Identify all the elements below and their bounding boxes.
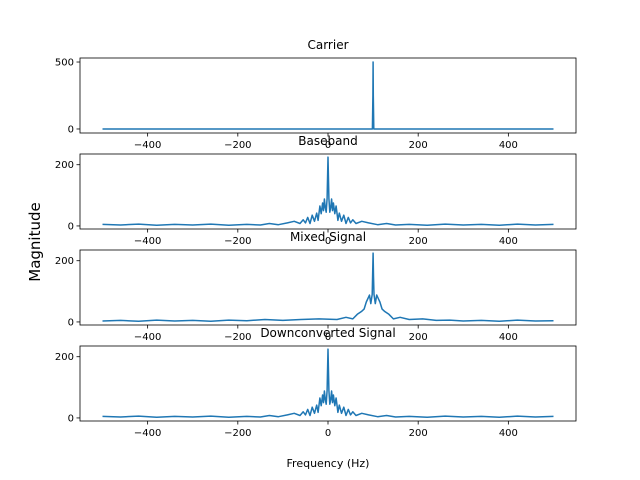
figure-xlabel: Frequency (Hz)	[287, 457, 370, 470]
y-tick-label: 0	[68, 124, 74, 135]
x-tick-label: −200	[224, 236, 251, 247]
x-tick-label: 0	[325, 236, 331, 247]
x-tick-label: 200	[409, 236, 428, 247]
axes-frame	[79, 57, 577, 134]
x-tick-label: −400	[134, 332, 161, 343]
series-line-1-1	[102, 61, 554, 130]
x-tick-label: 400	[499, 140, 518, 151]
figure-ylabel: Magnitude	[26, 202, 44, 281]
x-tick-label: 0	[325, 332, 331, 343]
axes-frame	[79, 249, 577, 326]
y-tick-label: 0	[68, 317, 74, 328]
x-tick-label: −200	[224, 428, 251, 439]
x-tick-label: −400	[134, 140, 161, 151]
x-tick-label: −400	[134, 428, 161, 439]
x-tick-label: 200	[409, 428, 428, 439]
subplots: −400 −200 0 200 400 0 500 Carrier −400 −200 0 200 40…	[55, 38, 577, 439]
subplot-3: −400 −200 0 200 400 0 200 Mixed Signal	[55, 230, 577, 343]
x-tick-label: 400	[499, 428, 518, 439]
subplot-2: −400 −200 0 200 400 0 200 Baseband	[55, 134, 577, 247]
y-tick-label: 200	[55, 256, 74, 267]
x-tick-label: −200	[224, 332, 251, 343]
series-line-4-1	[102, 348, 554, 419]
x-tick-label: −400	[134, 236, 161, 247]
x-tick-label: 0	[325, 428, 331, 439]
subplot-title: Carrier	[307, 38, 348, 52]
series-line-3-1	[102, 252, 554, 323]
y-tick-label: 500	[55, 58, 74, 69]
subplot-title: Downconverted Signal	[260, 326, 395, 340]
x-tick-label: 0	[325, 140, 331, 151]
subplot-title: Mixed Signal	[290, 230, 366, 244]
x-tick-label: 200	[409, 140, 428, 151]
x-tick-label: 200	[409, 332, 428, 343]
x-tick-label: −200	[224, 140, 251, 151]
y-tick-label: 200	[55, 352, 74, 363]
y-tick-label: 0	[68, 221, 74, 232]
subplot-4: −400 −200 0 200 400 0 200 Downconverted Signal	[55, 326, 577, 439]
series-line-2-1	[102, 156, 554, 227]
y-tick-label: 0	[68, 413, 74, 424]
x-tick-label: 400	[499, 236, 518, 247]
x-tick-label: 400	[499, 332, 518, 343]
subplot-1: −400 −200 0 200 400 0 500 Carrier	[55, 38, 577, 151]
y-tick-label: 200	[55, 160, 74, 171]
subplot-title: Baseband	[298, 134, 357, 148]
